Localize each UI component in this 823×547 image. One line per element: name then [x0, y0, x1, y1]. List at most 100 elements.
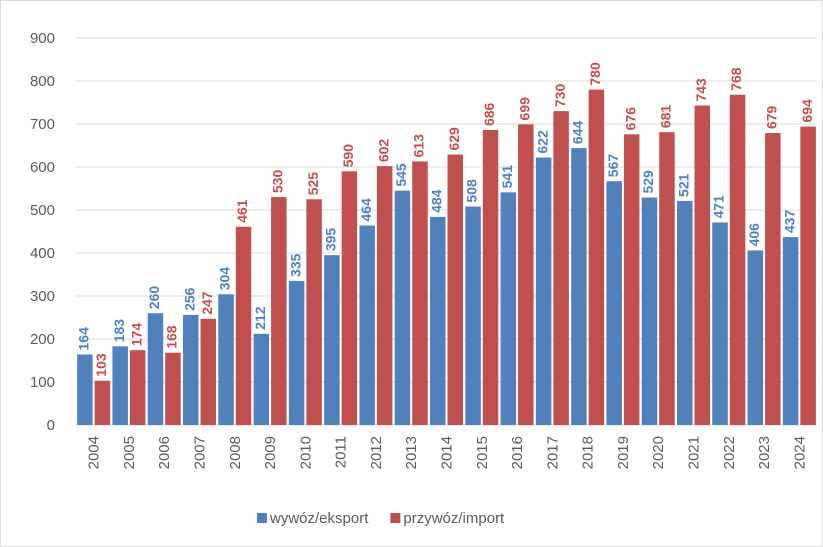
bar [588, 89, 605, 425]
x-tick-label: 2020 [650, 436, 667, 469]
value-label: 602 [375, 139, 391, 163]
value-label: 183 [111, 319, 127, 343]
bar [341, 171, 358, 425]
value-label: 464 [358, 198, 374, 222]
x-tick-label: 2008 [227, 436, 244, 469]
value-label: 304 [217, 267, 233, 291]
bar [535, 157, 552, 426]
value-label: 212 [252, 306, 268, 330]
bar [183, 314, 199, 425]
x-tick-label: 2015 [474, 436, 491, 469]
value-label: 471 [711, 195, 727, 219]
value-label: 164 [76, 327, 92, 351]
x-tick-label: 2014 [439, 436, 456, 469]
value-label: 168 [164, 325, 180, 349]
x-tick-label: 2023 [756, 436, 773, 469]
y-tick-label: 900 [30, 30, 55, 47]
value-label: 681 [658, 105, 674, 129]
value-label: 699 [517, 97, 533, 121]
bar [394, 190, 411, 425]
bar [165, 352, 181, 425]
bar [235, 226, 252, 425]
value-label: 395 [323, 228, 339, 252]
x-tick-label: 2021 [686, 436, 703, 469]
legend-swatch [257, 513, 267, 523]
x-tick-label: 2006 [156, 436, 173, 469]
value-label: 335 [287, 253, 303, 277]
bar [694, 105, 710, 425]
value-label: 508 [464, 179, 480, 203]
value-label: 541 [499, 165, 515, 189]
bar [677, 200, 693, 425]
x-tick-label: 2012 [368, 436, 385, 469]
value-label: 743 [693, 78, 709, 102]
value-label: 686 [481, 102, 497, 126]
x-tick-label: 2009 [262, 436, 279, 469]
legend-swatch [390, 513, 401, 523]
bar [77, 354, 93, 425]
bar [553, 111, 569, 425]
bar [747, 250, 764, 425]
y-tick-label: 300 [30, 288, 55, 305]
x-tick-label: 2022 [721, 436, 738, 469]
bar [218, 294, 234, 425]
value-label: 521 [675, 173, 691, 197]
legend-label: wywóz/eksport [269, 510, 369, 527]
bar [447, 154, 463, 425]
bar [306, 199, 322, 425]
value-label: 461 [234, 199, 250, 223]
bar [430, 216, 446, 425]
value-label: 406 [746, 223, 762, 247]
y-tick-label: 700 [30, 116, 55, 133]
y-tick-label: 800 [30, 73, 55, 90]
y-tick-label: 600 [30, 159, 55, 176]
value-label: 613 [411, 134, 427, 158]
value-label: 644 [570, 121, 586, 145]
value-label: 590 [340, 144, 356, 168]
bar [482, 130, 499, 425]
bar [641, 197, 658, 425]
y-tick-label: 100 [30, 374, 55, 391]
bar [518, 124, 534, 426]
value-label: 437 [781, 210, 797, 234]
value-label: 529 [640, 170, 656, 194]
bar [659, 132, 675, 426]
bar [465, 206, 481, 425]
value-label: 530 [270, 170, 286, 194]
bar [571, 148, 587, 425]
bar [324, 255, 340, 425]
x-tick-label: 2013 [403, 436, 420, 469]
bar [253, 333, 270, 425]
value-label: 676 [622, 107, 638, 131]
x-tick-label: 2024 [791, 436, 808, 469]
bar [129, 350, 146, 425]
y-tick-label: 200 [30, 331, 55, 348]
x-tick-label: 2018 [580, 436, 597, 469]
bar [800, 126, 816, 425]
value-label: 247 [199, 291, 215, 315]
value-label: 256 [181, 287, 197, 311]
value-label: 679 [764, 105, 780, 129]
y-tick-label: 0 [47, 417, 55, 434]
legend-label: przywóz/import [403, 510, 505, 527]
value-label: 174 [128, 323, 144, 347]
bar [359, 225, 375, 425]
bar [606, 181, 622, 425]
value-label: 260 [146, 286, 162, 310]
bar [271, 197, 287, 425]
x-tick-label: 2005 [121, 436, 138, 469]
bar [288, 280, 305, 425]
bar [500, 192, 517, 425]
x-tick-label: 2007 [192, 436, 209, 469]
bar [623, 134, 640, 425]
bar [112, 346, 128, 425]
x-tick-label: 2011 [333, 436, 350, 468]
value-label: 694 [799, 99, 815, 123]
value-label: 567 [605, 154, 621, 178]
value-label: 484 [428, 189, 444, 213]
bar [712, 222, 728, 425]
bar [782, 237, 799, 425]
value-label: 730 [552, 84, 568, 108]
x-tick-label: 2016 [509, 436, 526, 469]
